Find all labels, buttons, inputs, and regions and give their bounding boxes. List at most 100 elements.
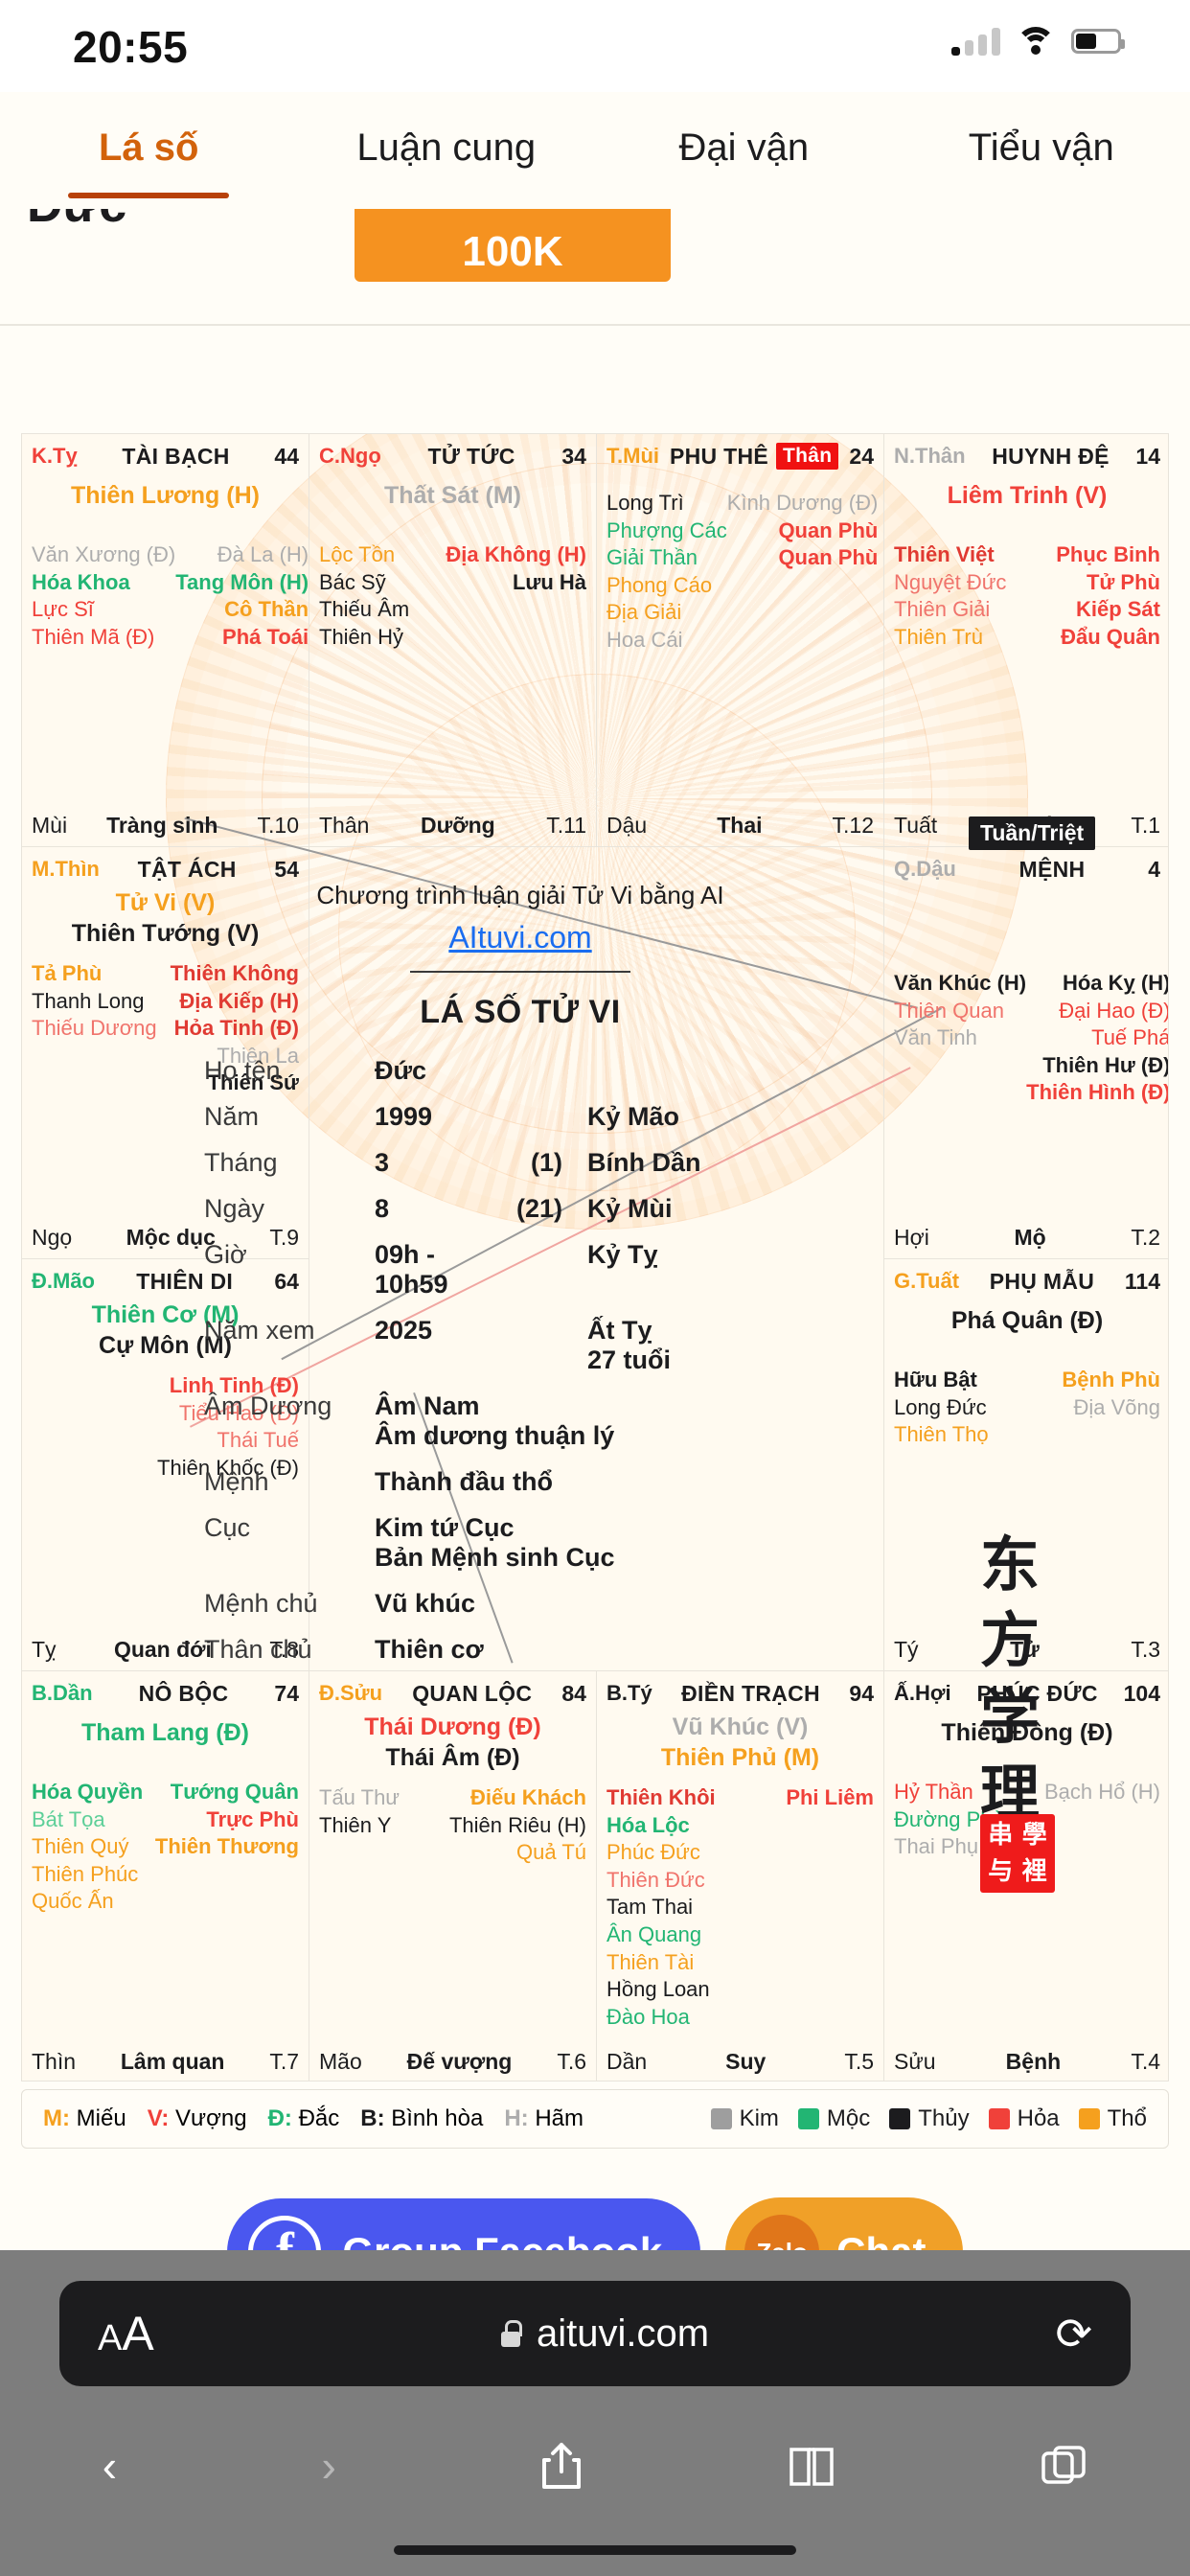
palace-thien-di[interactable]: Đ.Mão THIÊN DI 64 Thiên Cơ (M) Cự Môn (M… bbox=[22, 1259, 309, 1670]
palace-tai-bach[interactable]: K.Tỵ TÀI BẠCH 44 Thiên Lương (H) Văn Xươ… bbox=[22, 434, 309, 846]
palace-chi: Mùi bbox=[32, 812, 68, 838]
palace-major-stars: Thái Dương (Đ) Thái Âm (Đ) bbox=[309, 1712, 596, 1773]
tu-vi-chart: K.Tỵ TÀI BẠCH 44 Thiên Lương (H) Văn Xươ… bbox=[21, 433, 1169, 2082]
palace-phuc-duc[interactable]: Ấ.Hợi PHÚC ĐỨC 104 Thiên Đồng (Đ) Hỷ Thầ… bbox=[884, 1671, 1168, 2081]
palace-menh[interactable]: Tuần/Triệt Q.Dậu MỆNH 4 Văn Khúc (H) Thi… bbox=[884, 816, 1168, 1258]
palace-name: THIÊN DI bbox=[136, 1268, 234, 1294]
grid-line bbox=[883, 1258, 884, 1670]
url-display[interactable]: aituvi.com bbox=[500, 2312, 709, 2356]
palace-header: B.Dần NÔ BỘC 74 bbox=[22, 1677, 309, 1710]
palace-name-label: PHU THÊ bbox=[669, 443, 769, 469]
major-star: Thiên Đồng (Đ) bbox=[941, 1719, 1113, 1746]
info-label: Mệnh chủ bbox=[204, 1589, 318, 1618]
minor-star: Thanh Long bbox=[32, 988, 145, 1013]
palace-age: 84 bbox=[561, 1680, 586, 1706]
forward-icon[interactable]: › bbox=[321, 2441, 336, 2491]
palace-chi: Sửu bbox=[894, 2048, 936, 2074]
minor-star: Giải Thần bbox=[606, 545, 698, 570]
minor-star: Tấu Thư bbox=[319, 1785, 400, 1809]
minor-star: Thiên Hư (Đ) bbox=[1042, 1052, 1169, 1077]
palace-quan-loc[interactable]: Đ.Sửu QUAN LỘC 84 Thái Dương (Đ) Thái Âm… bbox=[309, 1671, 596, 2081]
minor-star: Văn Tinh bbox=[894, 1025, 977, 1050]
minor-stars-right: Bệnh Phù Địa Võng bbox=[1062, 1367, 1160, 1449]
wifi-icon bbox=[1016, 27, 1056, 56]
palace-can: T.Mùi bbox=[606, 444, 659, 468]
tab-luan-cung-label: Luận cung bbox=[356, 126, 537, 169]
minor-star: Lực Sĩ bbox=[32, 597, 94, 622]
battery-icon bbox=[1071, 29, 1125, 54]
palace-tat-ach[interactable]: M.Thìn TẬT ÁCH 54 Tử Vi (V) Thiên Tướng … bbox=[22, 847, 309, 1258]
bookmarks-icon[interactable] bbox=[788, 2444, 835, 2488]
tab-luan-cung[interactable]: Luận cung bbox=[298, 104, 596, 198]
minor-star: Địa Không (H) bbox=[446, 542, 586, 566]
tab-la-so[interactable]: Lá số bbox=[0, 104, 298, 198]
minor-star: Văn Khúc (H) bbox=[894, 971, 1027, 995]
palace-minor-stars: Văn Khúc (H) Thiên Quan Văn Tinh Hóa Kỵ … bbox=[894, 970, 1168, 1107]
palace-minor-stars: Thiên Việt Nguyệt Đức Thiên Giải Thiên T… bbox=[894, 541, 1160, 651]
palace-age: 34 bbox=[561, 443, 586, 469]
info-value: 8 bbox=[375, 1194, 390, 1223]
palace-phu-mau[interactable]: G.Tuất PHỤ MẪU 114 Phá Quân (Đ) Hữu Bật … bbox=[884, 1259, 1168, 1670]
major-star: Thiên Cơ (M) bbox=[91, 1301, 240, 1328]
minor-stars-right: Phi Liêm bbox=[786, 1784, 874, 2031]
text-size-button[interactable]: AA bbox=[98, 2307, 154, 2360]
minor-star: Tả Phù bbox=[32, 961, 103, 985]
hanzi-char: 学 bbox=[980, 1681, 1042, 1752]
legend-element-tho: Thổ bbox=[1078, 2105, 1147, 2132]
header-divider bbox=[0, 324, 1190, 326]
palace-trang-sinh: Quan đới bbox=[113, 1636, 212, 1662]
minor-star: Nguyệt Đức bbox=[894, 569, 1007, 594]
palace-month-index: T.3 bbox=[1131, 1636, 1160, 1662]
minor-star: Đào Hoa bbox=[606, 2004, 690, 2029]
palace-minor-stars: Linh Tinh (Đ) Tiểu Hao (Đ) Thái Tuế Thiê… bbox=[32, 1372, 299, 1482]
palace-can: K.Tỵ bbox=[32, 444, 78, 468]
price-button[interactable]: 100K bbox=[355, 209, 671, 282]
info-paren: (1) bbox=[531, 1148, 562, 1177]
palace-trang-sinh: Mộ bbox=[1014, 1224, 1046, 1250]
palace-can: Ấ.Hợi bbox=[894, 1681, 951, 1705]
grid-line bbox=[883, 434, 884, 846]
palace-chi: Dậu bbox=[606, 812, 648, 838]
palace-age: 104 bbox=[1123, 1680, 1160, 1706]
share-icon[interactable] bbox=[540, 2441, 583, 2491]
palace-major-stars: Thiên Lương (H) bbox=[22, 480, 309, 511]
minor-star: Thiên Khôi bbox=[606, 1785, 716, 1809]
palace-tu-tuc[interactable]: C.Ngọ TỬ TỨC 34 Thất Sát (M) Lộc Tồn Bác… bbox=[309, 434, 596, 846]
info-row-cuc: Cục Kim tứ Cục Bản Mệnh sinh Cục bbox=[204, 1513, 836, 1573]
palace-header: Đ.Sửu QUAN LỘC 84 bbox=[309, 1677, 596, 1710]
seal-char: 裡 bbox=[1021, 1856, 1047, 1886]
red-seal-stamp: 串 學 与 裡 bbox=[980, 1814, 1055, 1893]
info-value: Âm Nam bbox=[375, 1392, 480, 1420]
tuan-triet-badge: Tuần/Triệt bbox=[969, 816, 1096, 850]
tab-dai-van[interactable]: Đại vận bbox=[595, 104, 893, 198]
palace-header: Q.Dậu MỆNH 4 bbox=[884, 853, 1168, 886]
back-icon[interactable]: ‹ bbox=[102, 2441, 118, 2491]
palace-no-boc[interactable]: B.Dần NÔ BỘC 74 Tham Lang (Đ) Hóa Quyền … bbox=[22, 1671, 309, 2081]
palace-can: Đ.Mão bbox=[32, 1269, 95, 1293]
minor-stars-right: Thiên Không Địa Kiếp (H) Hỏa Tinh (Đ) Th… bbox=[171, 960, 299, 1097]
address-bar[interactable]: AA aituvi.com ⟳ bbox=[59, 2281, 1131, 2386]
palace-trang-sinh: Lâm quan bbox=[120, 2048, 225, 2074]
palace-huynh-de[interactable]: N.Thân HUYNH ĐỆ 14 Liêm Trinh (V) Thiên … bbox=[884, 434, 1168, 846]
tabs-icon[interactable] bbox=[1040, 2444, 1087, 2488]
center-site-link[interactable]: AItuvi.com bbox=[448, 920, 592, 954]
major-star: Cự Môn (M) bbox=[99, 1332, 232, 1359]
minor-star: Trực Phù bbox=[206, 1806, 299, 1831]
minor-star: Lộc Tồn bbox=[319, 542, 396, 566]
palace-dien-trach[interactable]: B.Tý ĐIỀN TRẠCH 94 Vũ Khúc (V) Thiên Phủ… bbox=[597, 1671, 883, 2081]
minor-star: Thiên Thương bbox=[154, 1834, 299, 1859]
minor-star: Địa Võng bbox=[1073, 1394, 1160, 1419]
status-indicators bbox=[951, 27, 1125, 56]
info-row-nam: Năm 1999 Kỷ Mão bbox=[204, 1102, 836, 1132]
palace-age: 14 bbox=[1135, 443, 1160, 469]
palace-name: MỆNH bbox=[1018, 856, 1086, 882]
palace-can: C.Ngọ bbox=[319, 444, 381, 468]
major-star: Phá Quân (Đ) bbox=[950, 1307, 1104, 1334]
palace-month-index: T.12 bbox=[832, 812, 874, 838]
reload-icon[interactable]: ⟳ bbox=[1055, 2309, 1092, 2358]
info-age: 27 tuổi bbox=[587, 1346, 672, 1374]
tab-tieu-van[interactable]: Tiểu vận bbox=[893, 104, 1190, 198]
palace-chi: Ngọ bbox=[32, 1224, 73, 1250]
palace-phu-the[interactable]: T.Mùi PHU THÊ Thân 24 Long Trì Phượng Cá… bbox=[597, 434, 883, 846]
